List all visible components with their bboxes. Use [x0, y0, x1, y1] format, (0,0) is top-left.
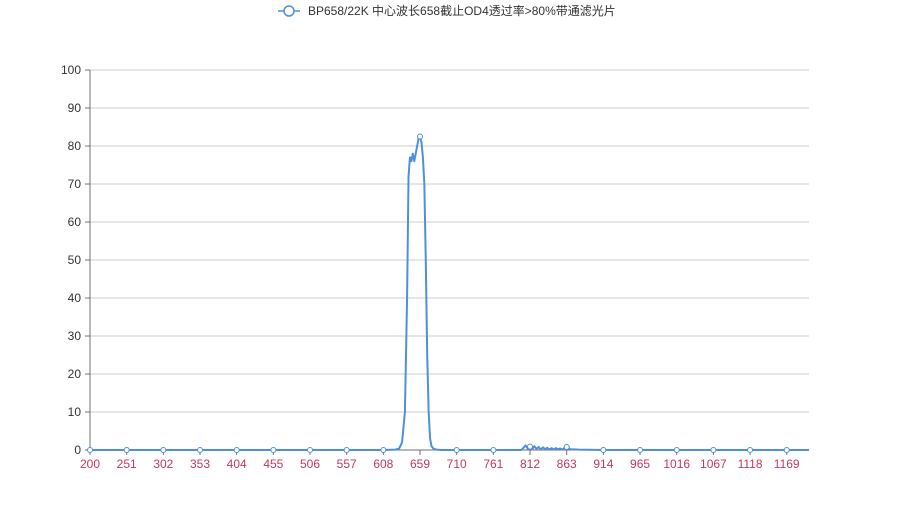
y-tick-label: 50 [68, 253, 82, 267]
data-point [637, 447, 644, 453]
data-point [600, 447, 607, 453]
y-tick-label: 0 [74, 443, 81, 457]
x-tick-label: 1016 [663, 457, 690, 471]
data-point [307, 447, 314, 453]
data-point [123, 447, 130, 453]
y-tick-label: 70 [68, 177, 82, 191]
data-point [747, 447, 754, 453]
y-tick-label: 100 [61, 63, 81, 77]
series-group [87, 133, 809, 453]
x-tick-label: 965 [630, 457, 650, 471]
data-point [87, 447, 93, 453]
data-point [380, 447, 387, 453]
x-tick-label: 557 [337, 457, 357, 471]
x-tick-label: 404 [227, 457, 247, 471]
data-point [490, 447, 497, 453]
gridlines [90, 69, 809, 413]
x-tick-label: 863 [557, 457, 577, 471]
y-tick-label: 60 [68, 215, 82, 229]
x-tick-label: 251 [117, 457, 137, 471]
x-tick-label: 659 [410, 457, 430, 471]
data-point [197, 447, 204, 453]
x-tick-label: 1067 [700, 457, 727, 471]
data-point [527, 443, 534, 450]
y-tick-label: 20 [68, 367, 82, 381]
data-point [417, 133, 424, 140]
x-tick-label: 1169 [774, 457, 800, 471]
x-tick-label: 200 [80, 457, 100, 471]
legend-label: BP658/22K 中心波长658截止OD4透过率>80%带通滤光片 [308, 3, 616, 18]
y-tick-label: 30 [68, 329, 82, 343]
data-point [673, 447, 680, 453]
data-point [563, 443, 570, 450]
x-tick-label: 455 [263, 457, 283, 471]
y-tick-label: 40 [68, 291, 82, 305]
x-tick-label: 761 [483, 457, 503, 471]
x-tick-label: 302 [153, 457, 173, 471]
legend-marker-icon [283, 5, 295, 17]
x-tick-label: 353 [190, 457, 210, 471]
x-tick-label: 812 [520, 457, 540, 471]
axes: 0 10 20 30 40 50 60 70 80 90 100 200 251 302 353 404 455… [61, 63, 809, 471]
y-tick-label: 90 [68, 101, 82, 115]
data-point [233, 447, 240, 453]
x-tick-label: 608 [373, 457, 393, 471]
data-point [160, 447, 167, 453]
data-point [453, 447, 460, 453]
x-tick-label: 1118 [738, 457, 763, 471]
x-tick-label: 506 [300, 457, 320, 471]
x-tick-label: 710 [447, 457, 467, 471]
data-point [343, 447, 350, 453]
data-point [270, 447, 277, 453]
series-line [90, 135, 809, 451]
y-tick-label: 10 [68, 405, 82, 419]
y-tick-label: 80 [68, 139, 82, 153]
data-point [783, 447, 790, 453]
legend[interactable]: BP658/22K 中心波长658截止OD4透过率>80%带通滤光片 [278, 3, 616, 18]
data-point [710, 447, 717, 453]
x-tick-label: 914 [593, 457, 613, 471]
